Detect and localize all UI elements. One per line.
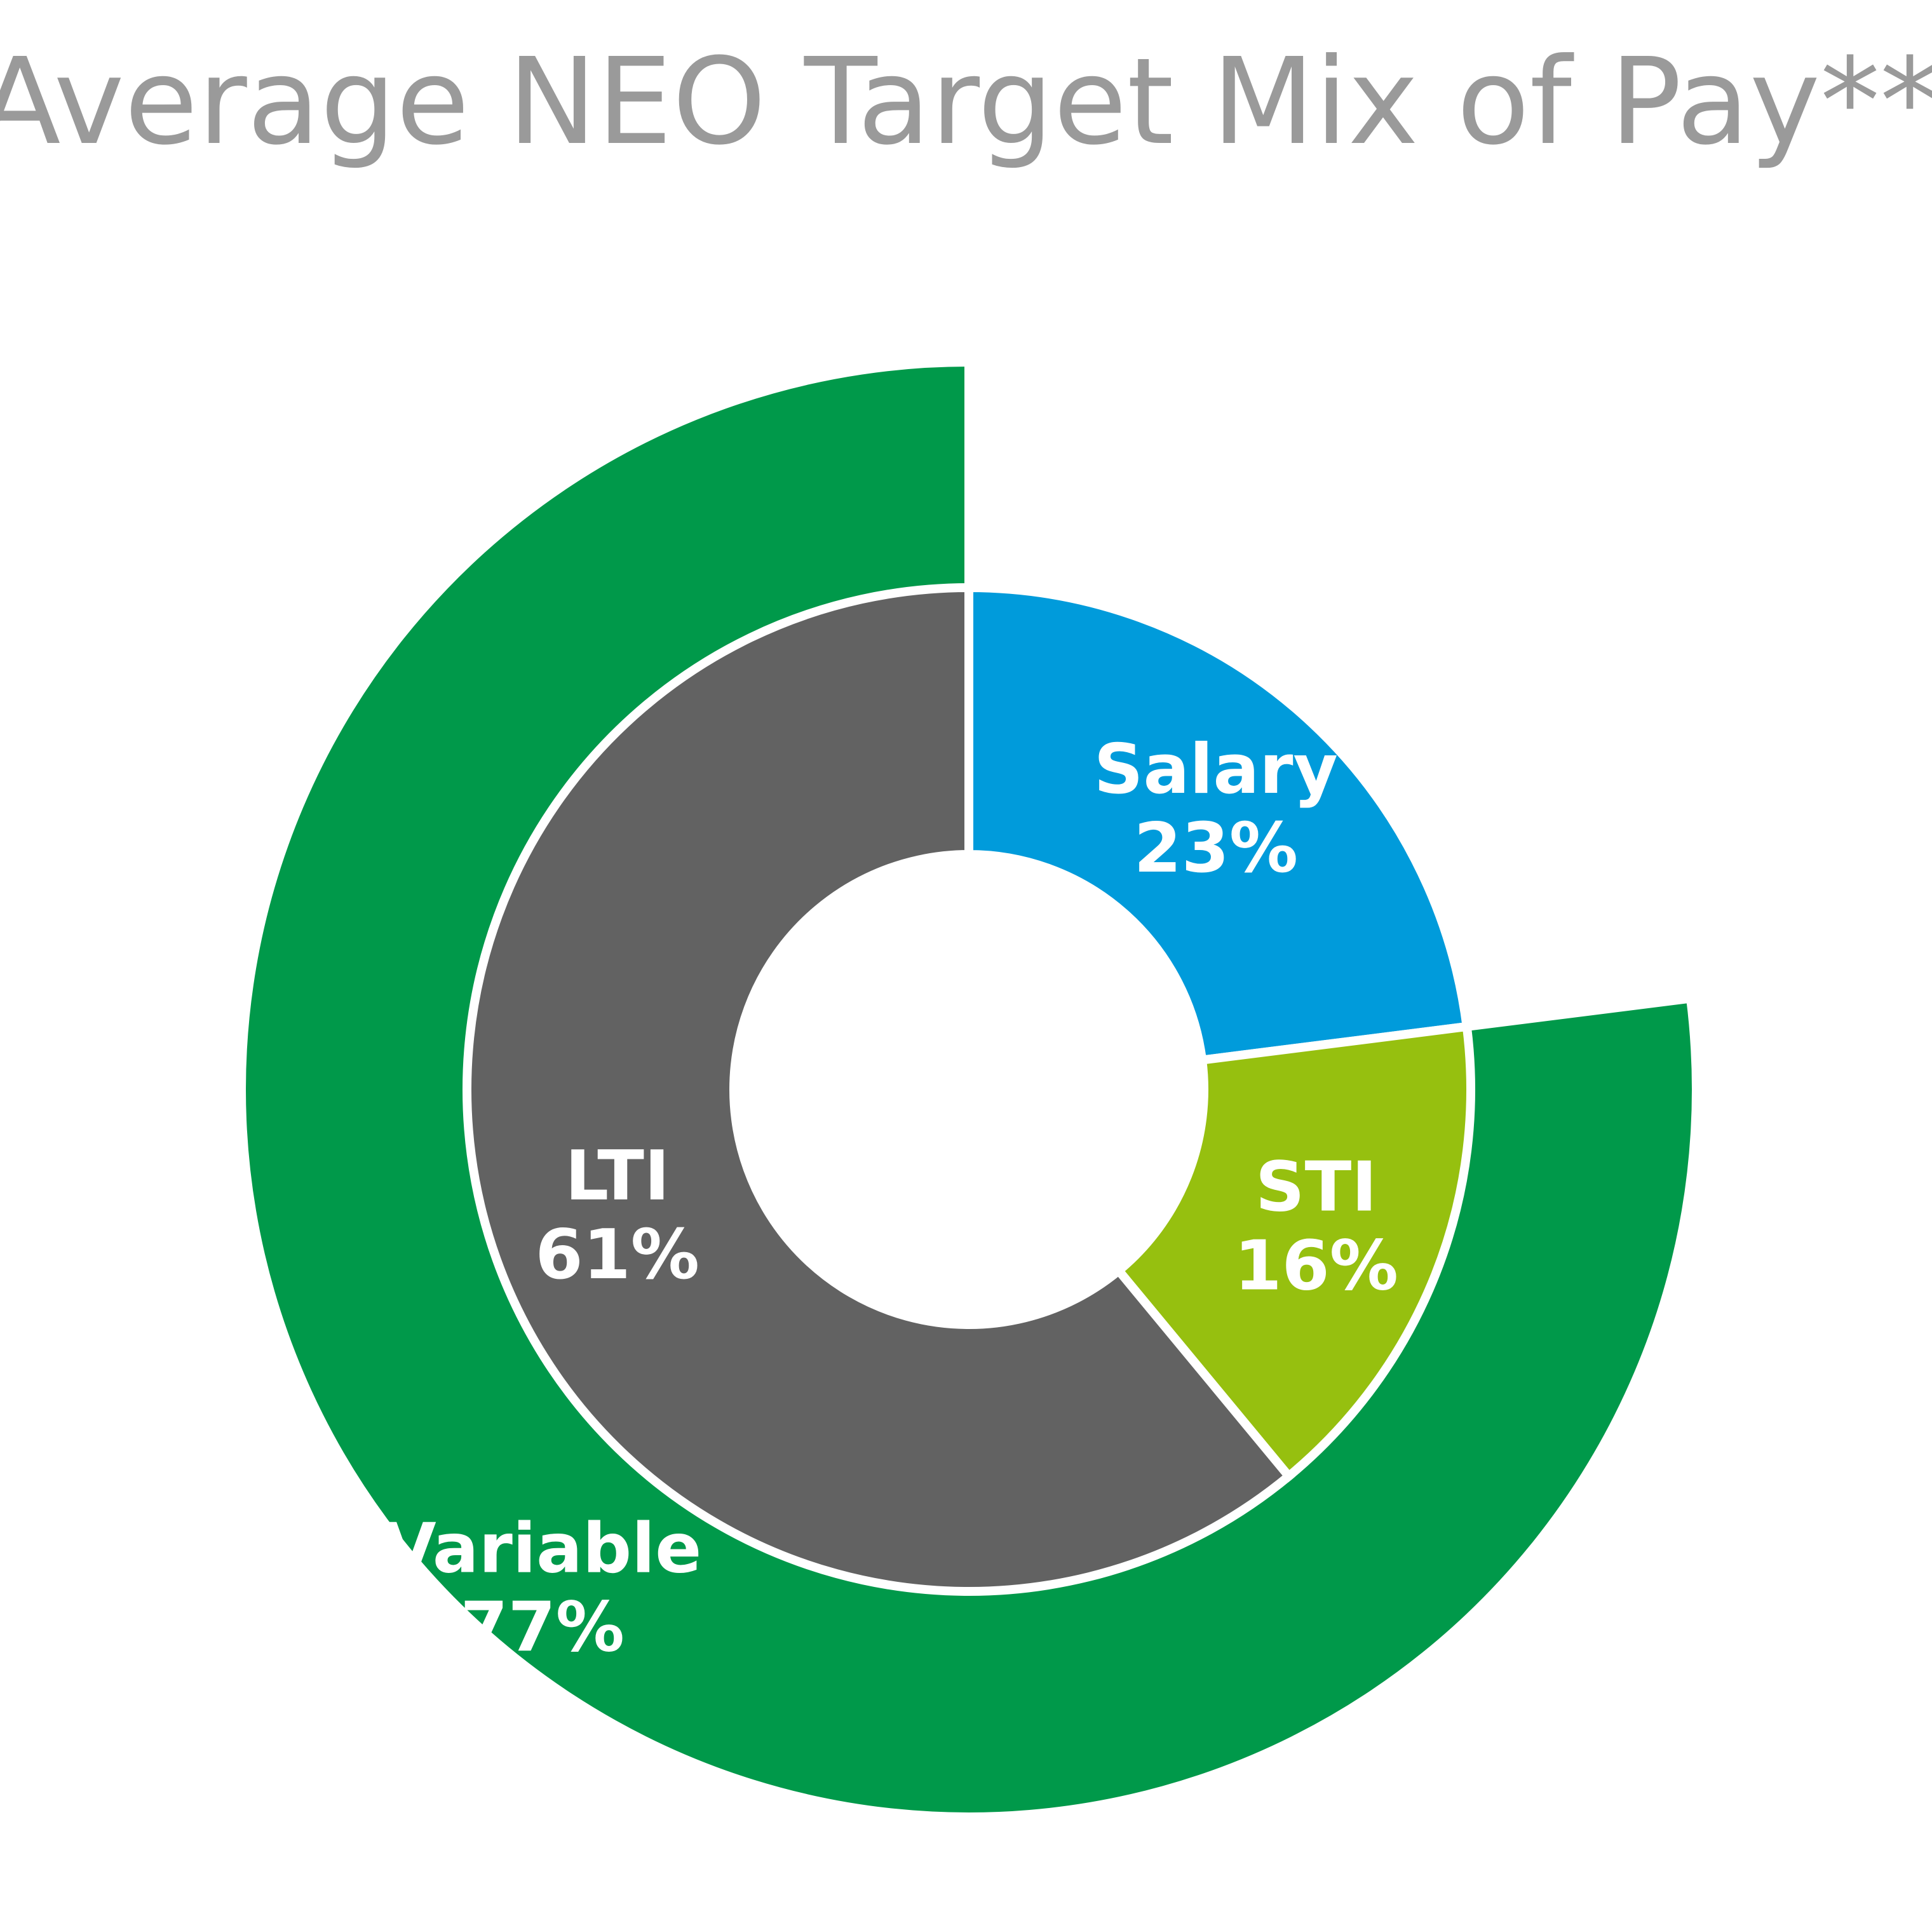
label-salary-value: 23%: [1134, 809, 1299, 888]
label-lti-value: 61%: [536, 1215, 700, 1295]
outer-ring: [237, 357, 1701, 1821]
label-sti-name: STI: [1255, 1147, 1377, 1227]
label-lti-name: LTI: [565, 1137, 670, 1216]
label-sti-value: 16%: [1234, 1226, 1398, 1306]
outer-slice-variable: [237, 357, 1701, 1821]
inner-slice-sti: [1112, 1022, 1475, 1483]
inner-slice-lti: [463, 583, 1295, 1596]
chart-title: Average NEO Target Mix of Pay**: [0, 32, 1932, 172]
label-variable-value: 77%: [461, 1588, 625, 1667]
label-salary-name: Salary: [1094, 730, 1338, 809]
label-variable-name: Variable: [383, 1509, 701, 1588]
inner-ring: [463, 583, 1475, 1596]
inner-slice-salary: [964, 583, 1472, 1065]
